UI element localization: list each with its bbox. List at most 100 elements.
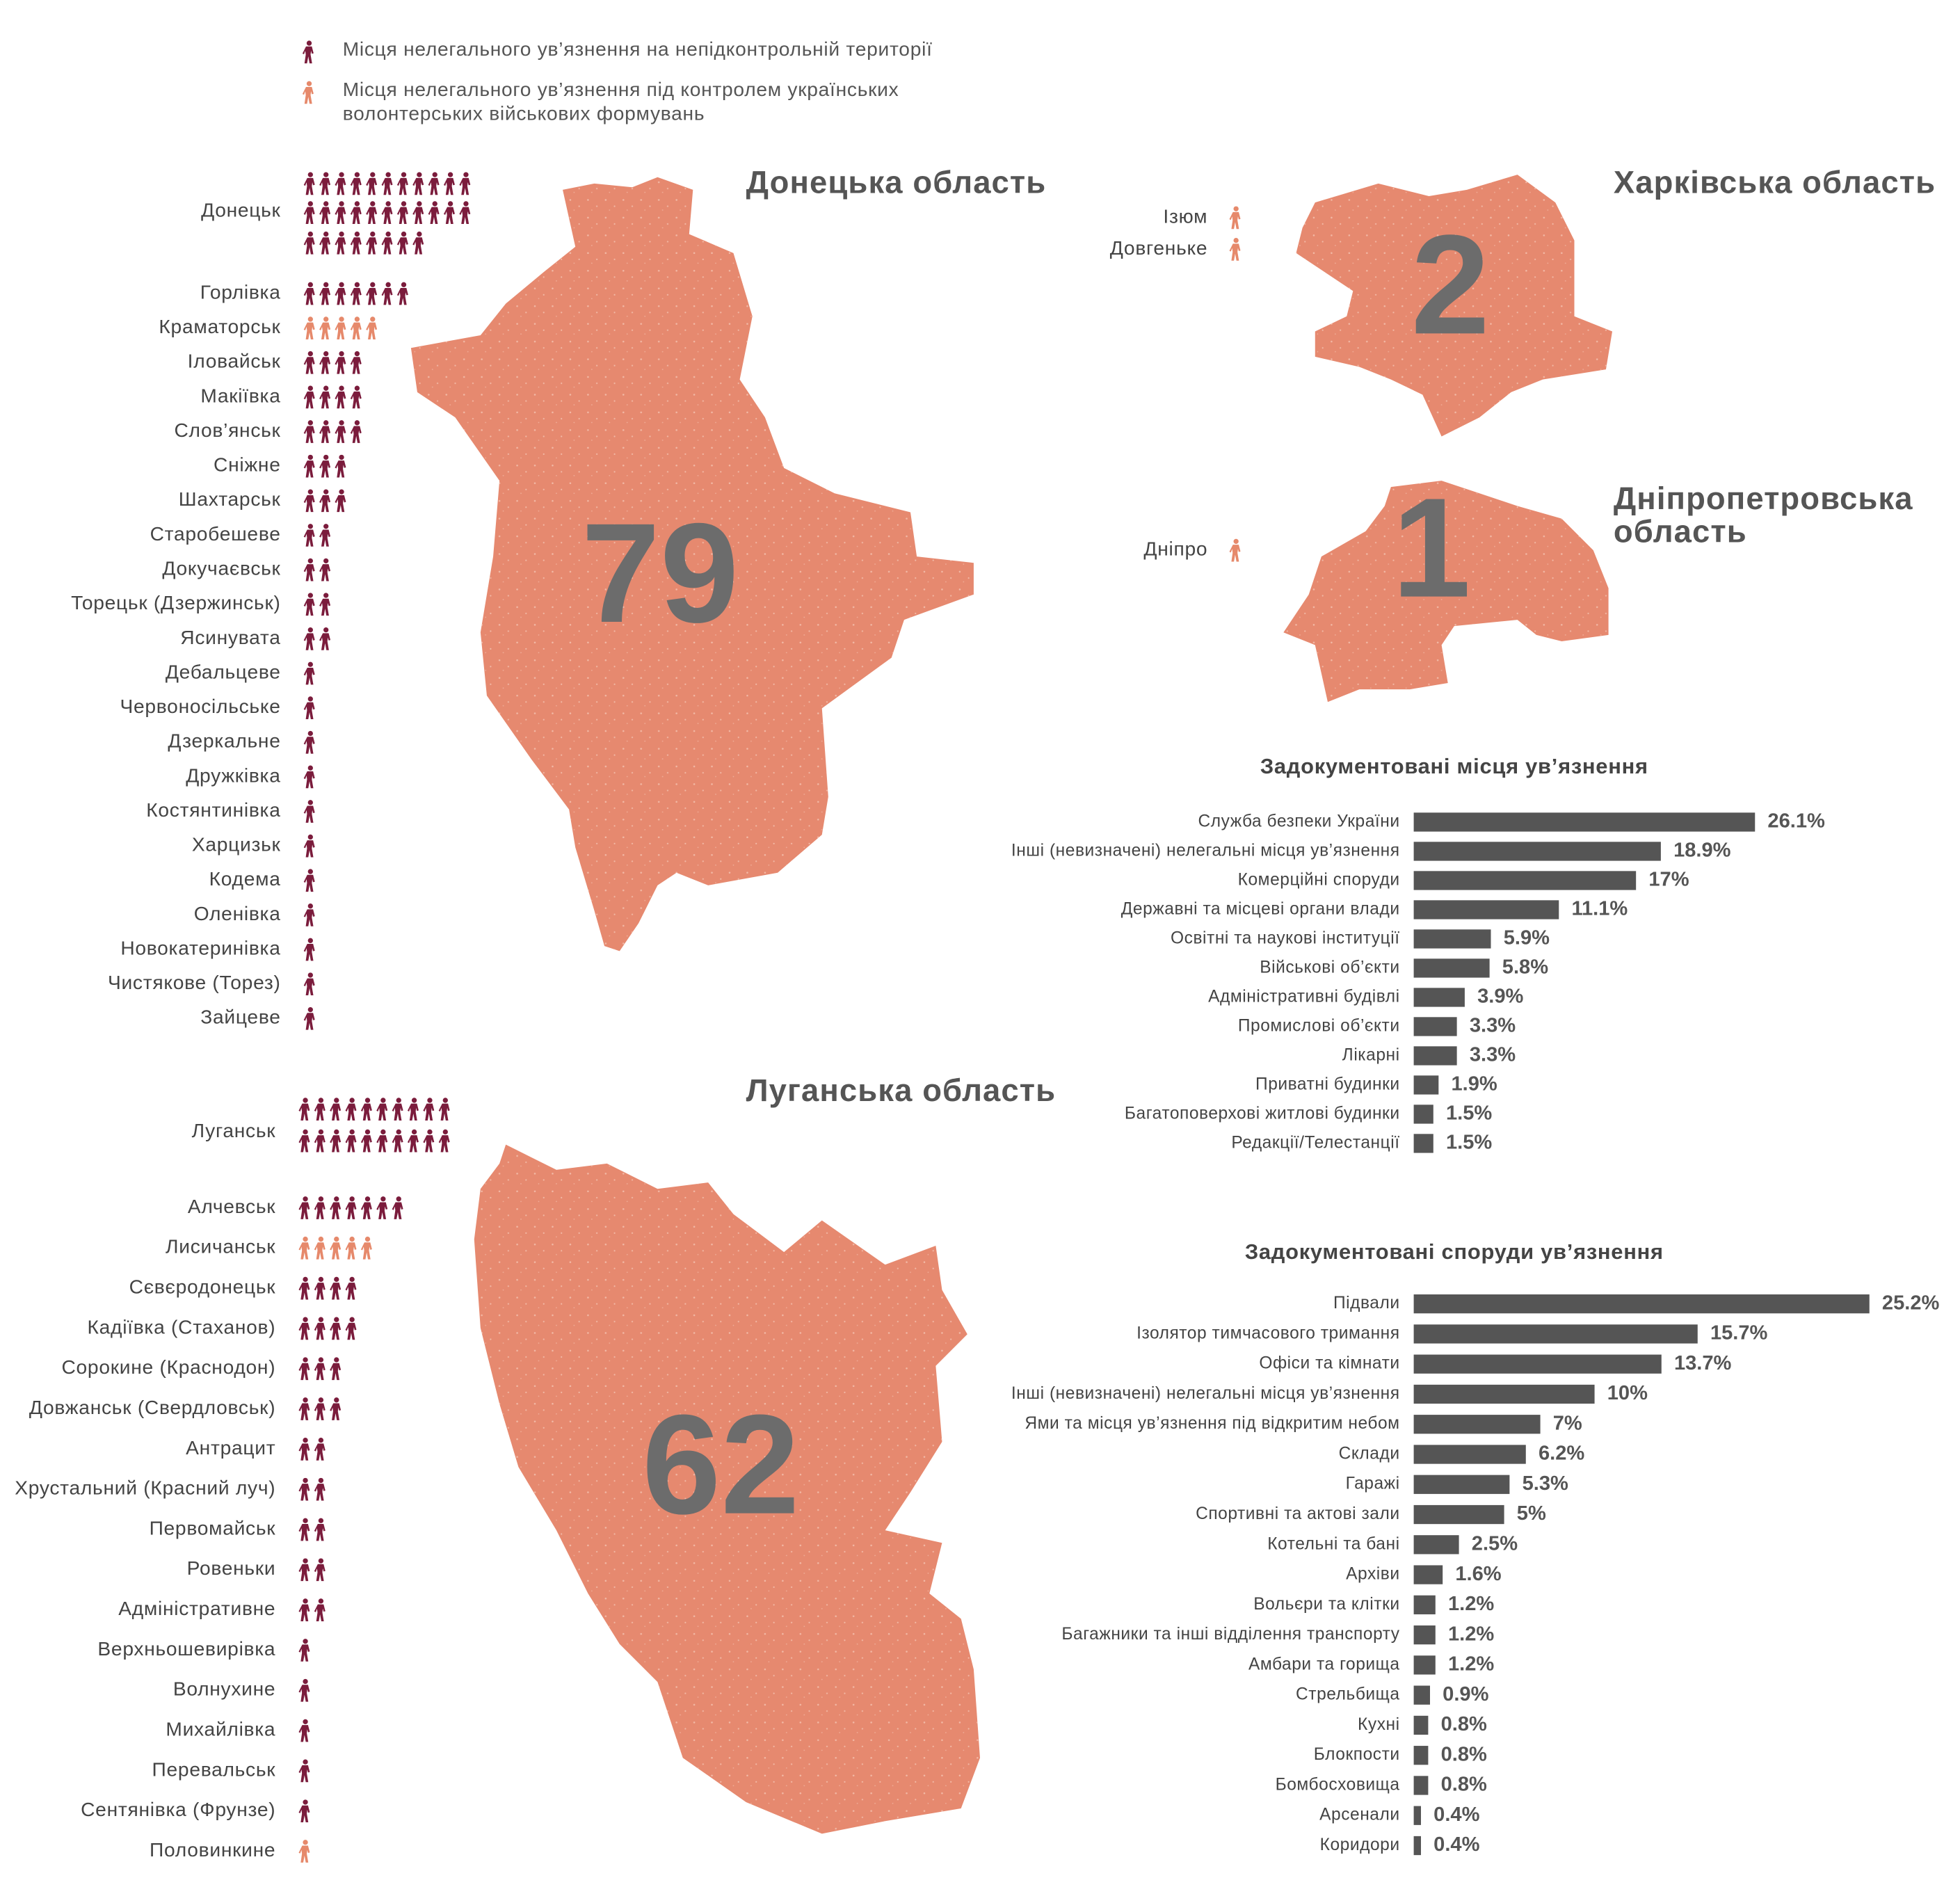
person-icon [1229, 206, 1241, 230]
legend-label: Місця нелегального ув’язнення на непідко… [343, 38, 933, 60]
person-icon [303, 385, 315, 409]
bar-label: Блокпости [1314, 1745, 1400, 1764]
person-icon [335, 282, 346, 305]
region-title: Дніпропетровська область [1614, 481, 1913, 549]
icon-group [303, 172, 471, 255]
bar [1413, 929, 1491, 949]
region-title: Луганська область [746, 1073, 1056, 1108]
person-icon [360, 1236, 372, 1260]
person-icon [350, 385, 362, 409]
bar-label: Військові об’єкти [1260, 958, 1399, 977]
city-label: Лисичанськ [166, 1235, 275, 1258]
person-icon [298, 1719, 310, 1742]
bar-value-label: 0.8% [1441, 1713, 1487, 1735]
bar-label: Освітні та наукові інституції [1171, 929, 1400, 947]
bar-value-label: 5.9% [1504, 927, 1550, 949]
city-label: Зайцеве [200, 1006, 280, 1028]
person-icon [330, 1357, 342, 1381]
bar-label: Комерційні споруди [1238, 870, 1400, 889]
bar-label: Кухні [1358, 1715, 1400, 1734]
bar-label: Приватні будинки [1255, 1075, 1400, 1093]
bar-label: Гаражі [1346, 1475, 1400, 1493]
person-icon [303, 972, 315, 996]
person-icon [381, 201, 393, 225]
bar-value-label: 1.2% [1448, 1593, 1494, 1615]
bar-value-label: 3.9% [1477, 986, 1523, 1008]
city-label: Дніпро [1143, 538, 1207, 560]
city-label: Перевальськ [152, 1758, 276, 1780]
person-icon [360, 1196, 372, 1219]
person-icon [314, 1477, 326, 1501]
bar-value-label: 13.7% [1674, 1352, 1732, 1374]
bar [1413, 1806, 1421, 1825]
bar-label: Офіси та кімнати [1259, 1354, 1399, 1373]
person-icon [303, 730, 315, 754]
person-icon [396, 201, 408, 225]
person-icon [350, 231, 362, 255]
person-icon [319, 172, 331, 195]
person-icon [303, 201, 315, 225]
city-label: Докучаєвськ [162, 557, 280, 579]
person-icon [319, 627, 331, 650]
bar-value-label: 2.5% [1472, 1532, 1518, 1555]
icon-group [1229, 238, 1241, 261]
city-label: Ізюм [1163, 204, 1207, 227]
person-icon [392, 1098, 403, 1121]
icon-group [298, 1477, 326, 1501]
bar-value-label: 0.4% [1433, 1833, 1479, 1856]
person-icon [396, 282, 408, 305]
bar [1413, 1535, 1459, 1555]
bar-label: Архіви [1346, 1565, 1399, 1584]
bar [1413, 1625, 1436, 1645]
person-icon [314, 1598, 326, 1621]
person-icon [350, 351, 362, 374]
icon-group [298, 1196, 403, 1219]
bar [1413, 1504, 1504, 1525]
icon-group [303, 972, 315, 996]
bar-label: Служба безпеки України [1198, 812, 1400, 830]
city-label: Макіївка [200, 384, 280, 406]
person-icon [314, 1196, 326, 1219]
city-label: Кадіївка (Стаханов) [88, 1315, 276, 1338]
bar [1413, 988, 1465, 1007]
bar [1413, 1294, 1870, 1314]
bar-value-label: 3.3% [1470, 1044, 1516, 1066]
city-label: Адміністративне [118, 1597, 275, 1619]
city-label: Костянтинівка [146, 798, 280, 821]
person-icon [381, 172, 393, 195]
bar-value-label: 5% [1517, 1502, 1546, 1525]
person-icon [330, 1236, 342, 1260]
bar-chart-title: Задокументовані місця ув’язнення [1260, 754, 1648, 778]
person-icon [298, 1317, 310, 1340]
city-label: Сєвєродонецьк [129, 1276, 276, 1298]
person-icon [319, 420, 331, 443]
person-icon [335, 351, 346, 374]
city-label: Новокатеринівка [120, 936, 280, 958]
bar-value-label: 7% [1553, 1412, 1582, 1434]
person-icon [298, 1437, 310, 1461]
person-icon [298, 1639, 310, 1662]
city-label: Довгеньке [1110, 236, 1207, 259]
city-label: Горлівка [200, 280, 281, 303]
person-icon [350, 172, 362, 195]
person-icon [303, 627, 315, 650]
person-icon [298, 1236, 310, 1260]
icon-group [298, 1759, 310, 1783]
bar [1413, 900, 1559, 920]
bar-label: Амбари та горища [1248, 1655, 1400, 1673]
bar-value-label: 26.1% [1767, 810, 1825, 833]
person-icon [392, 1129, 403, 1153]
city-label: Первомайськ [150, 1516, 276, 1539]
city-label: Оленівка [194, 902, 281, 924]
person-icon [302, 81, 314, 104]
icon-group [1229, 206, 1241, 230]
person-icon [330, 1196, 342, 1219]
bar-value-label: 10% [1607, 1382, 1648, 1404]
bar-value-label: 1.2% [1448, 1623, 1494, 1645]
icon-group [298, 1317, 357, 1340]
icon-group [303, 800, 315, 823]
icon-group [303, 730, 315, 754]
bar [1413, 958, 1490, 978]
bar-label: Адміністративні будівлі [1208, 987, 1400, 1006]
person-icon [303, 765, 315, 789]
